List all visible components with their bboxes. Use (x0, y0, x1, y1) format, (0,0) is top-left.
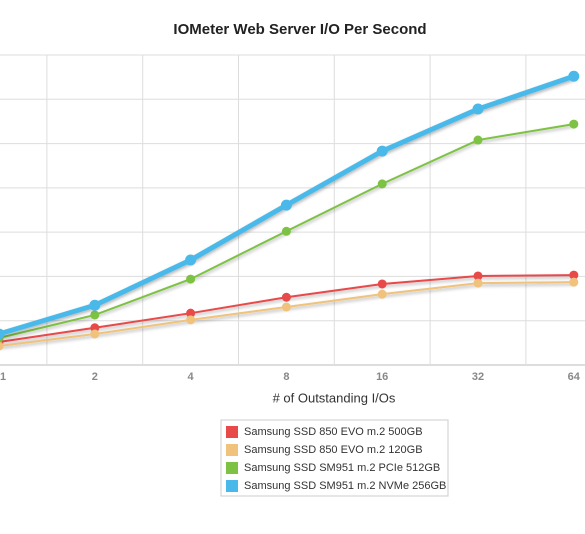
series-point (281, 292, 291, 302)
series-point (377, 279, 387, 289)
legend-label: Samsung SSD SM951 m.2 PCIe 512GB (244, 462, 440, 474)
x-tick-label: 32 (472, 371, 484, 383)
legend-label: Samsung SSD 850 EVO m.2 500GB (244, 426, 423, 438)
x-tick-label: 8 (283, 371, 289, 383)
chart-title: IOMeter Web Server I/O Per Second (173, 21, 426, 38)
x-tick-label: 64 (568, 371, 581, 383)
series-point (186, 315, 196, 325)
series-point (0, 328, 5, 340)
legend-swatch (226, 444, 238, 456)
series-point (473, 271, 483, 281)
series-point (280, 199, 292, 211)
legend-swatch (226, 462, 238, 474)
legend-swatch (226, 480, 238, 492)
series-point (281, 302, 291, 312)
legend-label: Samsung SSD 850 EVO m.2 120GB (244, 444, 423, 456)
series-point (473, 278, 483, 288)
legend-label: Samsung SSD SM951 m.2 NVMe 256GB (244, 480, 446, 492)
series-point (569, 270, 579, 280)
legend-swatch (226, 426, 238, 438)
series-point (472, 103, 484, 115)
series-point (376, 145, 388, 157)
x-axis-label: # of Outstanding I/Os (273, 390, 396, 405)
x-tick-label: 16 (376, 371, 388, 383)
series-point (89, 299, 101, 311)
series-point (377, 179, 387, 189)
series-point (377, 289, 387, 299)
series-point (569, 277, 579, 287)
series-point (569, 119, 579, 129)
series-point (185, 254, 197, 266)
series-point (90, 323, 100, 333)
legend-box (220, 419, 449, 497)
series-point (90, 329, 100, 339)
series-point (186, 274, 196, 284)
x-tick-label: 4 (188, 371, 195, 383)
series-point (90, 310, 100, 320)
x-tick-label: 1 (0, 371, 6, 383)
x-tick-label: 2 (92, 371, 98, 383)
series-point (473, 135, 483, 145)
series-point (281, 226, 291, 236)
series-line (0, 281, 574, 347)
series-point (568, 70, 580, 82)
series-point (0, 341, 4, 351)
series-point (186, 308, 196, 318)
